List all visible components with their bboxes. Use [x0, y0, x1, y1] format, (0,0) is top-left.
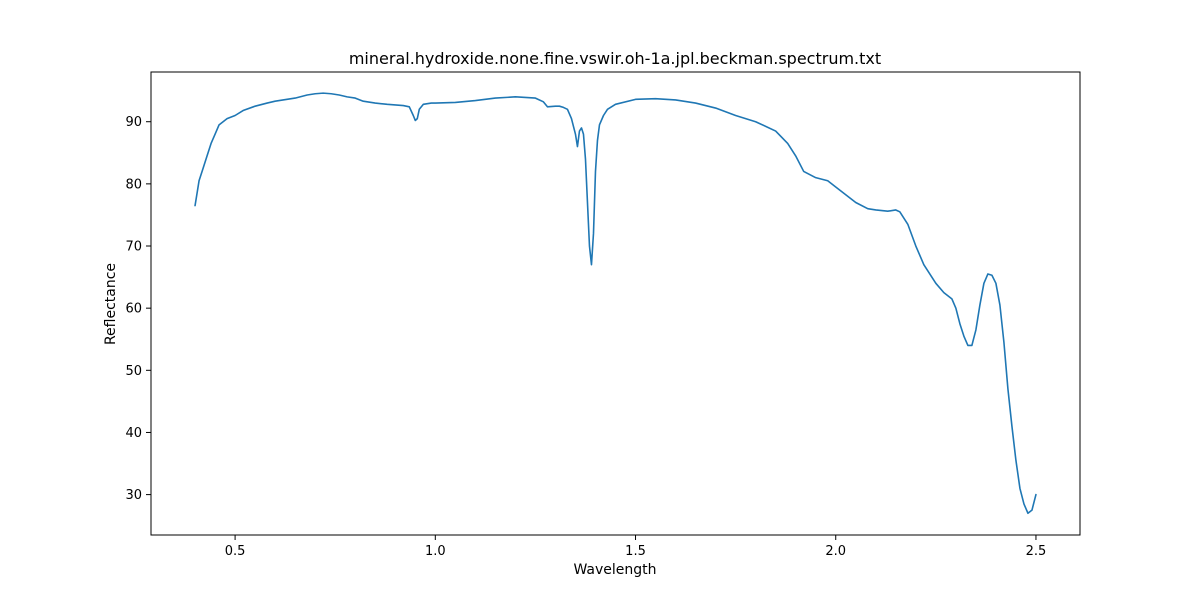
x-tick-label: 2.5	[1026, 544, 1047, 559]
spectrum-series-line	[194, 92, 1037, 515]
y-tick-label: 60	[125, 302, 142, 317]
y-tick-label: 80	[125, 177, 142, 192]
y-axis-label: Reflectance	[103, 263, 119, 345]
x-tick-label: 1.5	[625, 544, 646, 559]
x-tick-label: 2.0	[825, 544, 846, 559]
x-axis: 0.5 1.0 1.5 2.0 2.5	[225, 535, 1047, 559]
y-tick-label: 50	[125, 364, 142, 379]
y-axis: 30 40 50 60 70 80 90	[125, 115, 151, 503]
x-tick-label: 0.5	[225, 544, 246, 559]
x-axis-label: Wavelength	[573, 562, 656, 578]
y-tick-label: 30	[125, 488, 142, 503]
y-tick-label: 40	[125, 426, 142, 441]
y-tick-label: 90	[125, 115, 142, 130]
plot-area	[194, 92, 1037, 515]
x-tick-label: 1.0	[425, 544, 446, 559]
y-tick-label: 70	[125, 240, 142, 255]
plot-frame	[150, 71, 1081, 536]
chart-title: mineral.hydroxide.none.fine.vswir.oh-1a.…	[349, 49, 881, 68]
